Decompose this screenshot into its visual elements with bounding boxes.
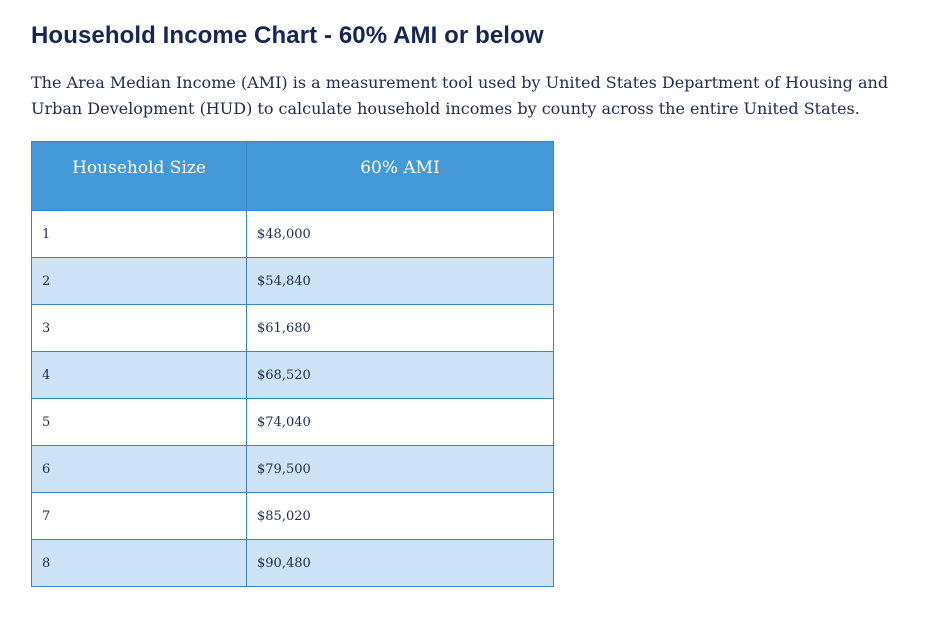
page-title: Household Income Chart - 60% AMI or belo… (31, 22, 544, 49)
table-header: Household Size 60% AMI (31, 141, 554, 211)
table-row: 1 $48,000 (31, 210, 554, 258)
table-row: 7 $85,020 (31, 492, 554, 540)
column-header-household-size: Household Size (31, 141, 247, 211)
income-cell: $68,520 (246, 351, 554, 399)
household-size-cell: 5 (31, 398, 247, 446)
household-size-cell: 1 (31, 210, 247, 258)
income-cell: $74,040 (246, 398, 554, 446)
income-cell: $90,480 (246, 539, 554, 587)
table-row: 8 $90,480 (31, 539, 554, 587)
household-size-cell: 2 (31, 257, 247, 305)
table-body: 1 $48,000 2 $54,840 3 $61,680 4 $68,520 … (31, 210, 554, 587)
table-row: 4 $68,520 (31, 351, 554, 399)
table-row: 5 $74,040 (31, 398, 554, 446)
household-size-cell: 3 (31, 304, 247, 352)
income-cell: $85,020 (246, 492, 554, 540)
household-size-cell: 7 (31, 492, 247, 540)
household-size-cell: 6 (31, 445, 247, 493)
income-table: Household Size 60% AMI 1 $48,000 2 $54,8… (31, 141, 554, 587)
income-cell: $79,500 (246, 445, 554, 493)
income-cell: $61,680 (246, 304, 554, 352)
household-size-cell: 4 (31, 351, 247, 399)
table-row: 3 $61,680 (31, 304, 554, 352)
household-size-cell: 8 (31, 539, 247, 587)
content-section: Household Income Chart - 60% AMI or belo… (31, 20, 931, 587)
header-row: Household Size 60% AMI (31, 141, 554, 211)
income-cell: $54,840 (246, 257, 554, 305)
income-cell: $48,000 (246, 210, 554, 258)
column-header-60-ami: 60% AMI (246, 141, 554, 211)
table-row: 6 $79,500 (31, 445, 554, 493)
table-row: 2 $54,840 (31, 257, 554, 305)
ami-description: The Area Median Income (AMI) is a measur… (31, 73, 889, 118)
